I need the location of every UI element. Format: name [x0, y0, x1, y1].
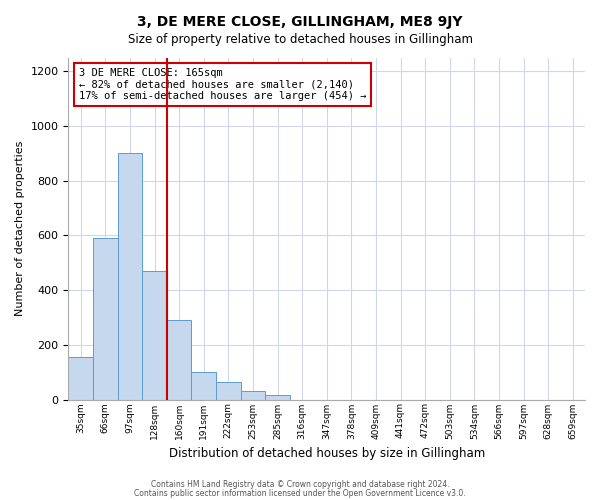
X-axis label: Distribution of detached houses by size in Gillingham: Distribution of detached houses by size … [169, 447, 485, 460]
Text: Size of property relative to detached houses in Gillingham: Size of property relative to detached ho… [128, 32, 473, 46]
Bar [191, 372, 216, 400]
Bar [68, 357, 93, 400]
Bar [93, 238, 118, 400]
Text: 3, DE MERE CLOSE, GILLINGHAM, ME8 9JY: 3, DE MERE CLOSE, GILLINGHAM, ME8 9JY [137, 15, 463, 29]
Y-axis label: Number of detached properties: Number of detached properties [15, 141, 25, 316]
Bar [216, 382, 241, 400]
Text: Contains public sector information licensed under the Open Government Licence v3: Contains public sector information licen… [134, 490, 466, 498]
Bar [118, 154, 142, 400]
Text: Contains HM Land Registry data © Crown copyright and database right 2024.: Contains HM Land Registry data © Crown c… [151, 480, 449, 489]
Bar [142, 271, 167, 400]
Text: 3 DE MERE CLOSE: 165sqm
← 82% of detached houses are smaller (2,140)
17% of semi: 3 DE MERE CLOSE: 165sqm ← 82% of detache… [79, 68, 366, 101]
Bar [167, 320, 191, 400]
Bar [241, 392, 265, 400]
Bar [265, 396, 290, 400]
